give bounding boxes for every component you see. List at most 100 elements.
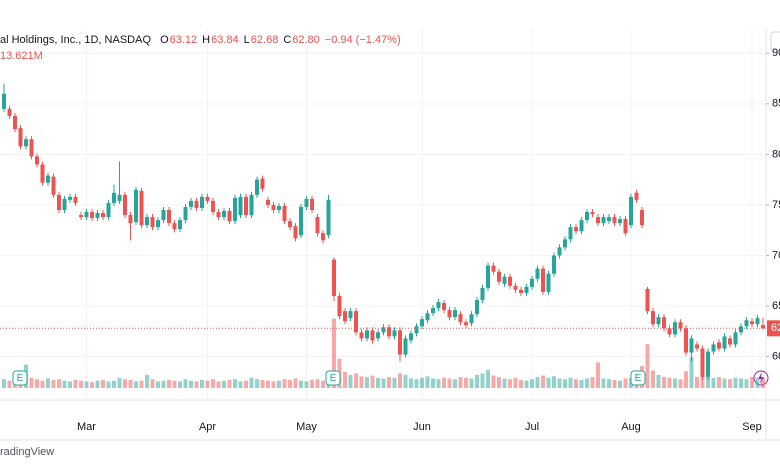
candle-body <box>233 197 237 222</box>
volume-bar <box>425 376 430 388</box>
axis-layer: 60 65 70 75 80 85 90 Mar Apr May Jun Jul Aug Sep E E E 62… <box>0 47 780 433</box>
candle-body <box>172 223 177 230</box>
candle-body <box>656 317 661 325</box>
candle-body <box>7 108 12 116</box>
candle-body <box>29 139 34 157</box>
candle-body <box>315 217 320 234</box>
earnings-label: E <box>17 373 24 384</box>
candle-body <box>90 212 94 219</box>
candle-body <box>541 268 545 292</box>
candle-body <box>453 310 457 318</box>
candle-body <box>95 213 100 219</box>
volume-bar <box>431 378 435 388</box>
candle-body <box>755 318 760 325</box>
volume-bar <box>304 381 309 388</box>
volume-bar <box>343 371 347 388</box>
x-tick-label: Apr <box>199 421 216 433</box>
earnings-label: E <box>330 373 337 384</box>
logo[interactable]: radingView <box>0 446 55 458</box>
volume-bar <box>387 377 391 388</box>
candle-body <box>205 196 210 201</box>
volume-bar <box>365 377 369 388</box>
volume-bar <box>277 380 281 388</box>
candle-body <box>436 302 441 309</box>
candle-body <box>689 338 694 353</box>
candle-body <box>706 351 710 377</box>
volume-bar <box>744 379 749 388</box>
volume-bar <box>227 379 232 388</box>
candle-body <box>524 286 529 293</box>
volume-bar <box>381 378 386 388</box>
candle-body <box>711 344 716 352</box>
candle-body <box>145 217 149 226</box>
volume-bar <box>211 379 215 388</box>
candle-body <box>150 217 155 228</box>
candle-body <box>343 311 347 322</box>
volume-bar <box>568 377 573 388</box>
volume-bar <box>513 377 518 388</box>
earnings-badge <box>325 370 341 386</box>
volume-bar <box>35 379 39 388</box>
candle-body <box>442 303 446 311</box>
volume-bar <box>293 378 298 388</box>
candle-body <box>546 273 551 292</box>
candle-body <box>398 330 402 355</box>
volume-bar <box>189 380 193 388</box>
candle-body <box>667 328 672 335</box>
volume-bar <box>167 379 171 388</box>
candle-body <box>18 128 23 147</box>
scale-button[interactable] <box>770 31 780 51</box>
y-tick-label: 65 <box>772 300 780 312</box>
volume-bar <box>288 379 292 388</box>
candle-body <box>370 330 375 341</box>
volume-bar <box>546 377 551 388</box>
volume-bar <box>590 377 595 388</box>
volume-bar <box>541 375 545 388</box>
volume-bar <box>442 377 446 388</box>
candle-body <box>744 320 749 327</box>
volume-bar <box>755 377 760 388</box>
candle-body <box>40 164 45 183</box>
candle-body <box>563 239 567 248</box>
candle-body <box>431 308 435 314</box>
candle-body <box>216 212 221 218</box>
volume-bar <box>139 380 144 388</box>
volume-bar <box>678 379 683 388</box>
candle-body <box>134 189 138 223</box>
volume-bar <box>601 378 606 388</box>
volume-bar <box>128 379 133 388</box>
candle-body <box>420 319 424 327</box>
candle-body <box>700 348 705 377</box>
volume-bar <box>156 381 160 388</box>
candle-layer <box>2 83 765 380</box>
candle-body <box>128 215 133 224</box>
candle-body <box>13 115 17 130</box>
candle-body <box>458 314 463 323</box>
volume-bar <box>29 377 34 388</box>
volume-bar <box>579 379 584 388</box>
volume-bar <box>244 380 248 388</box>
candle-body <box>359 332 364 339</box>
candle-body <box>310 198 314 210</box>
candle-body <box>403 338 408 355</box>
volume-bar <box>447 378 452 388</box>
candle-body <box>178 220 182 230</box>
volume-bar <box>684 371 688 388</box>
candle-body <box>354 311 358 333</box>
candle-body <box>161 209 166 221</box>
volume-bar <box>354 373 358 388</box>
ohlc-key: C <box>283 34 292 46</box>
candle-body <box>62 198 67 210</box>
x-tick-label: Aug <box>621 421 641 433</box>
candle-body <box>79 215 83 218</box>
volume-bar <box>403 374 408 388</box>
candle-body <box>348 311 353 319</box>
volume-bar <box>436 379 441 388</box>
candle-body <box>156 220 160 228</box>
last-price-box <box>767 320 780 337</box>
volume-bar <box>722 378 727 388</box>
volume-bar <box>656 374 661 388</box>
candle-body <box>425 313 430 321</box>
candle-body <box>337 295 342 317</box>
candle-body <box>618 219 622 224</box>
